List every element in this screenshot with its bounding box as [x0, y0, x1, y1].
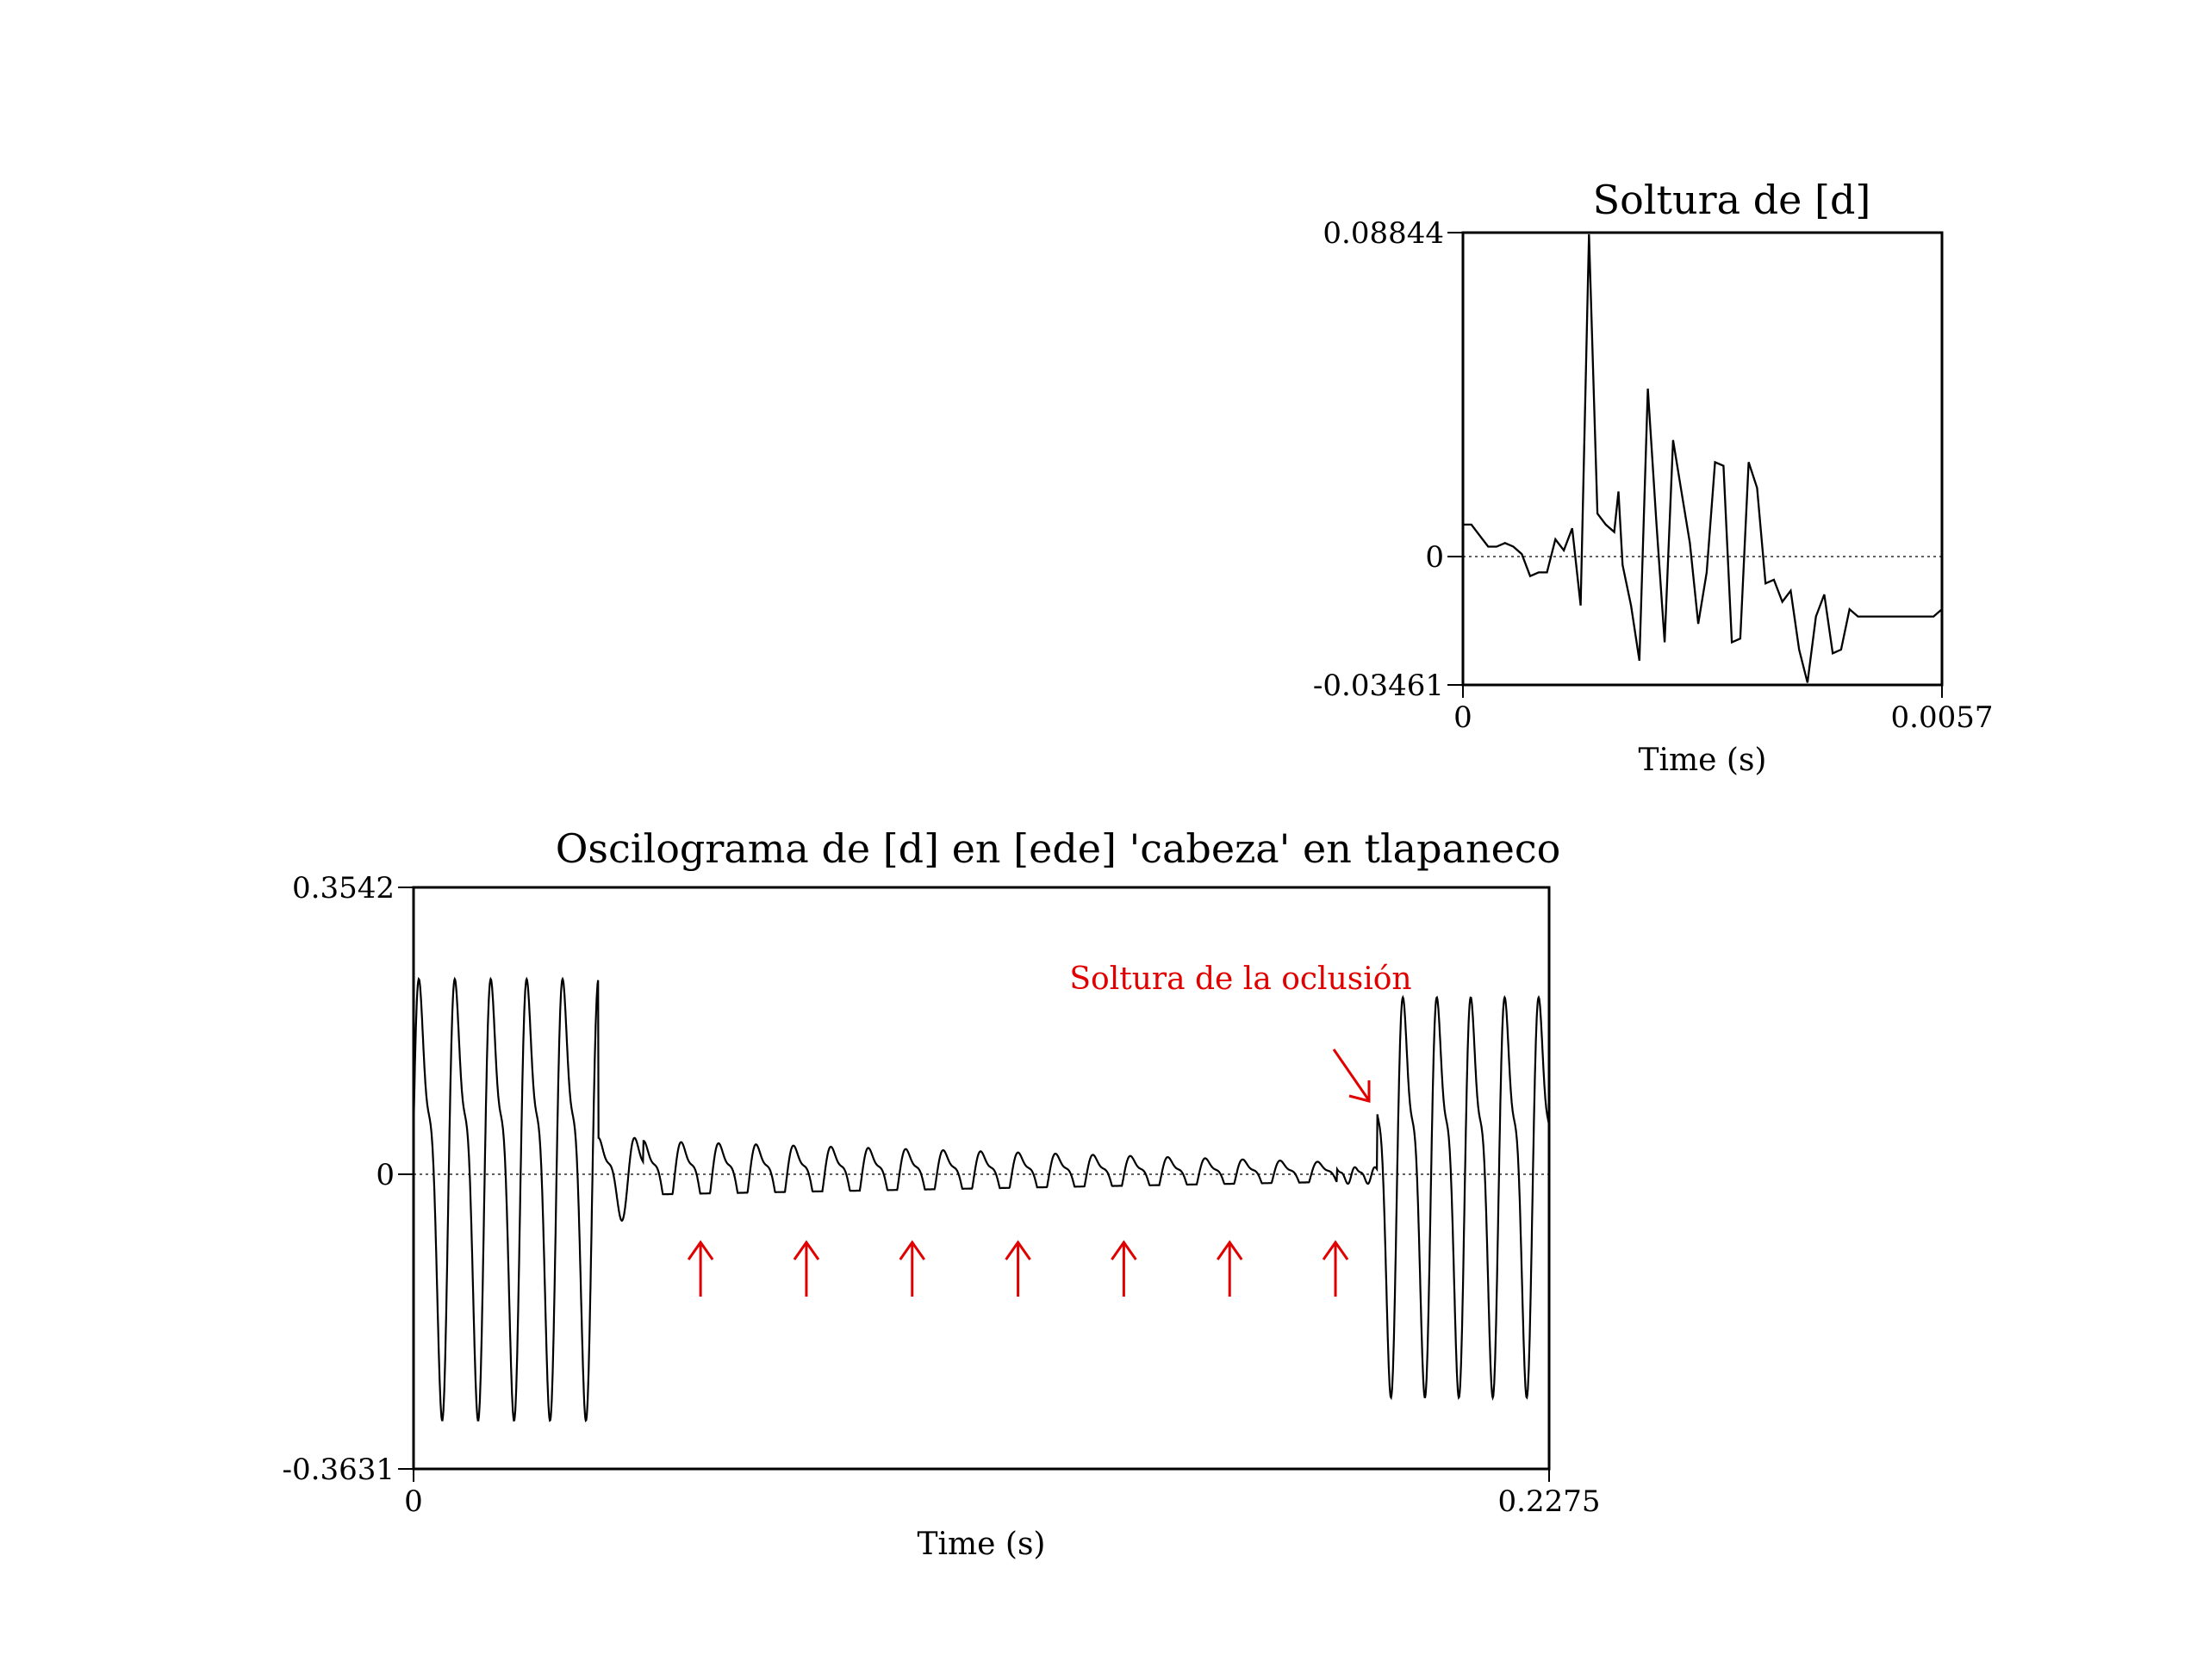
- chart-soltura: Soltura de [d] 0.08844 0 -0.03461 0 0.00…: [1313, 177, 1994, 778]
- chart-oscilograma-ytick-label-bottom: -0.3631: [283, 1453, 395, 1487]
- chart-oscilograma-ytick-label-top: 0.3542: [292, 871, 395, 905]
- up-arrow-icon: [899, 1240, 925, 1297]
- chart-oscilograma-xtick-label-right: 0.2275: [1498, 1484, 1601, 1519]
- up-arrow-icon: [793, 1240, 820, 1297]
- chart-soltura-frame: [1461, 231, 1944, 687]
- up-arrow-icon: [687, 1240, 714, 1297]
- up-arrow-icon: [1005, 1240, 1031, 1297]
- chart-soltura-ytick-label-top: 0.08844: [1323, 216, 1444, 251]
- chart-soltura-xlabel: Time (s): [1639, 743, 1767, 778]
- chart-oscilograma-waveform: [412, 976, 1551, 1423]
- chart-soltura-xtick-label-left: 0: [1453, 700, 1472, 735]
- chart-oscilograma: Oscilograma de [d] en [ede] 'cabeza' en …: [283, 825, 1601, 1562]
- chart-soltura-waveform: [1463, 233, 1943, 683]
- annotation-soltura-oclusion: Soltura de la oclusión: [1069, 961, 1411, 997]
- up-arrow-icon: [1322, 1240, 1349, 1297]
- chart-oscilograma-title: Oscilograma de [d] en [ede] 'cabeza' en …: [556, 825, 1561, 872]
- chart-soltura-ytick-label-zero: 0: [1425, 540, 1444, 575]
- chart-soltura-ytick-label-bottom: -0.03461: [1313, 669, 1444, 703]
- chart-oscilograma-xtick-label-left: 0: [404, 1484, 423, 1519]
- up-arrow-icon: [1216, 1240, 1243, 1297]
- red-up-arrows: [687, 1240, 1349, 1297]
- chart-oscilograma-xlabel: Time (s): [918, 1527, 1046, 1562]
- chart-oscilograma-ytick-label-zero: 0: [376, 1158, 395, 1192]
- chart-oscilograma-frame: [412, 886, 1551, 1471]
- chart-soltura-xtick-label-right: 0.0057: [1891, 700, 1994, 735]
- up-arrow-icon: [1111, 1240, 1137, 1297]
- chart-soltura-title: Soltura de [d]: [1593, 177, 1871, 223]
- annotation-arrow-icon: [1332, 1048, 1371, 1103]
